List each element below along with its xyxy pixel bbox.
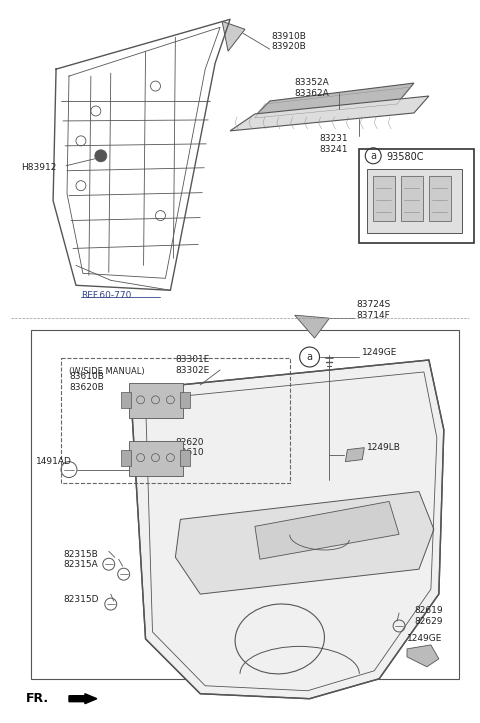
- Bar: [401, 176, 423, 221]
- Polygon shape: [230, 96, 429, 131]
- Polygon shape: [250, 83, 414, 121]
- Text: 82315A: 82315A: [63, 560, 98, 569]
- Text: 83231
83241: 83231 83241: [320, 134, 348, 153]
- Text: 1249GE: 1249GE: [407, 634, 443, 643]
- Text: 82619
82629: 82619 82629: [414, 607, 443, 625]
- Text: 83724S
83714F: 83724S 83714F: [356, 301, 391, 320]
- Text: a: a: [370, 151, 376, 161]
- Text: REF.60-770: REF.60-770: [81, 291, 132, 300]
- Polygon shape: [131, 360, 444, 698]
- Text: H83912: H83912: [21, 163, 57, 172]
- Text: 83910B
83920B: 83910B 83920B: [272, 32, 307, 51]
- Bar: [61, 358, 290, 482]
- Polygon shape: [255, 502, 399, 559]
- Bar: [129, 441, 183, 476]
- Text: 1249LB: 1249LB: [367, 443, 401, 452]
- Text: (W/SIDE MANUAL): (W/SIDE MANUAL): [69, 367, 144, 377]
- Bar: [367, 168, 462, 234]
- Text: 82315D: 82315D: [63, 594, 98, 604]
- Polygon shape: [222, 21, 245, 51]
- Text: 1249GE: 1249GE: [362, 348, 397, 356]
- Text: 1491AD: 1491AD: [36, 457, 72, 466]
- Bar: [429, 176, 451, 221]
- Text: 82620
82610: 82620 82610: [175, 438, 204, 458]
- Bar: [120, 450, 131, 466]
- Text: 82315B: 82315B: [63, 549, 98, 559]
- Text: FR.: FR.: [26, 692, 49, 705]
- Text: a: a: [307, 352, 312, 362]
- Bar: [360, 149, 474, 244]
- Bar: [129, 383, 183, 418]
- Polygon shape: [175, 492, 434, 594]
- Text: 83301E
83302E: 83301E 83302E: [175, 355, 210, 375]
- Polygon shape: [295, 315, 329, 338]
- Polygon shape: [407, 645, 439, 667]
- Bar: [180, 392, 190, 408]
- Text: 83352A
83362A: 83352A 83362A: [295, 78, 329, 98]
- Circle shape: [95, 150, 107, 162]
- FancyArrow shape: [69, 694, 97, 703]
- Text: 93580C: 93580C: [386, 152, 424, 162]
- Text: 83610B
83620B: 83610B 83620B: [69, 372, 104, 392]
- Bar: [31, 330, 459, 679]
- Bar: [373, 176, 395, 221]
- Bar: [180, 450, 190, 466]
- Bar: [120, 392, 131, 408]
- Polygon shape: [346, 448, 364, 461]
